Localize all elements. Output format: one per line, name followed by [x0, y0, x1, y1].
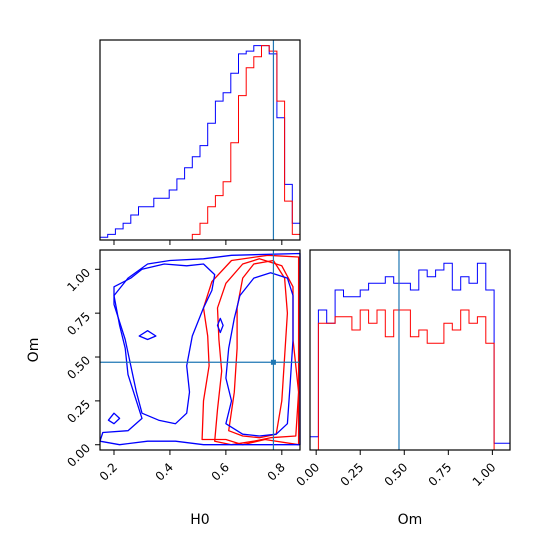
om-axis-label: Om [26, 338, 42, 363]
om-hist-series-blue [310, 262, 510, 444]
om-axis-label-x: Om [398, 512, 423, 528]
blue-contour-4 [138, 330, 157, 341]
contour-series [99, 252, 301, 446]
blue-contour-5 [216, 317, 224, 334]
blue-contour-1 [113, 263, 216, 425]
contour-frame [99, 249, 301, 451]
truth-crosshair [100, 250, 300, 450]
red-contour-2 [228, 259, 289, 439]
red-contour-1 [214, 258, 300, 446]
om-marginal-frame [309, 249, 511, 451]
red-contour-0 [201, 254, 300, 446]
blue-contour-0 [99, 252, 301, 446]
om-histogram-series [310, 262, 510, 451]
h0-axis-label: H0 [190, 512, 209, 528]
h0-marginal-frame [99, 39, 301, 241]
om-hist-series-red [310, 309, 510, 451]
blue-contour-3 [107, 412, 121, 425]
h0-marginal-panel [99, 39, 301, 245]
blue-contour-2 [225, 272, 294, 437]
truth-marker [270, 359, 276, 365]
h0-hist-xticks [113, 240, 283, 245]
